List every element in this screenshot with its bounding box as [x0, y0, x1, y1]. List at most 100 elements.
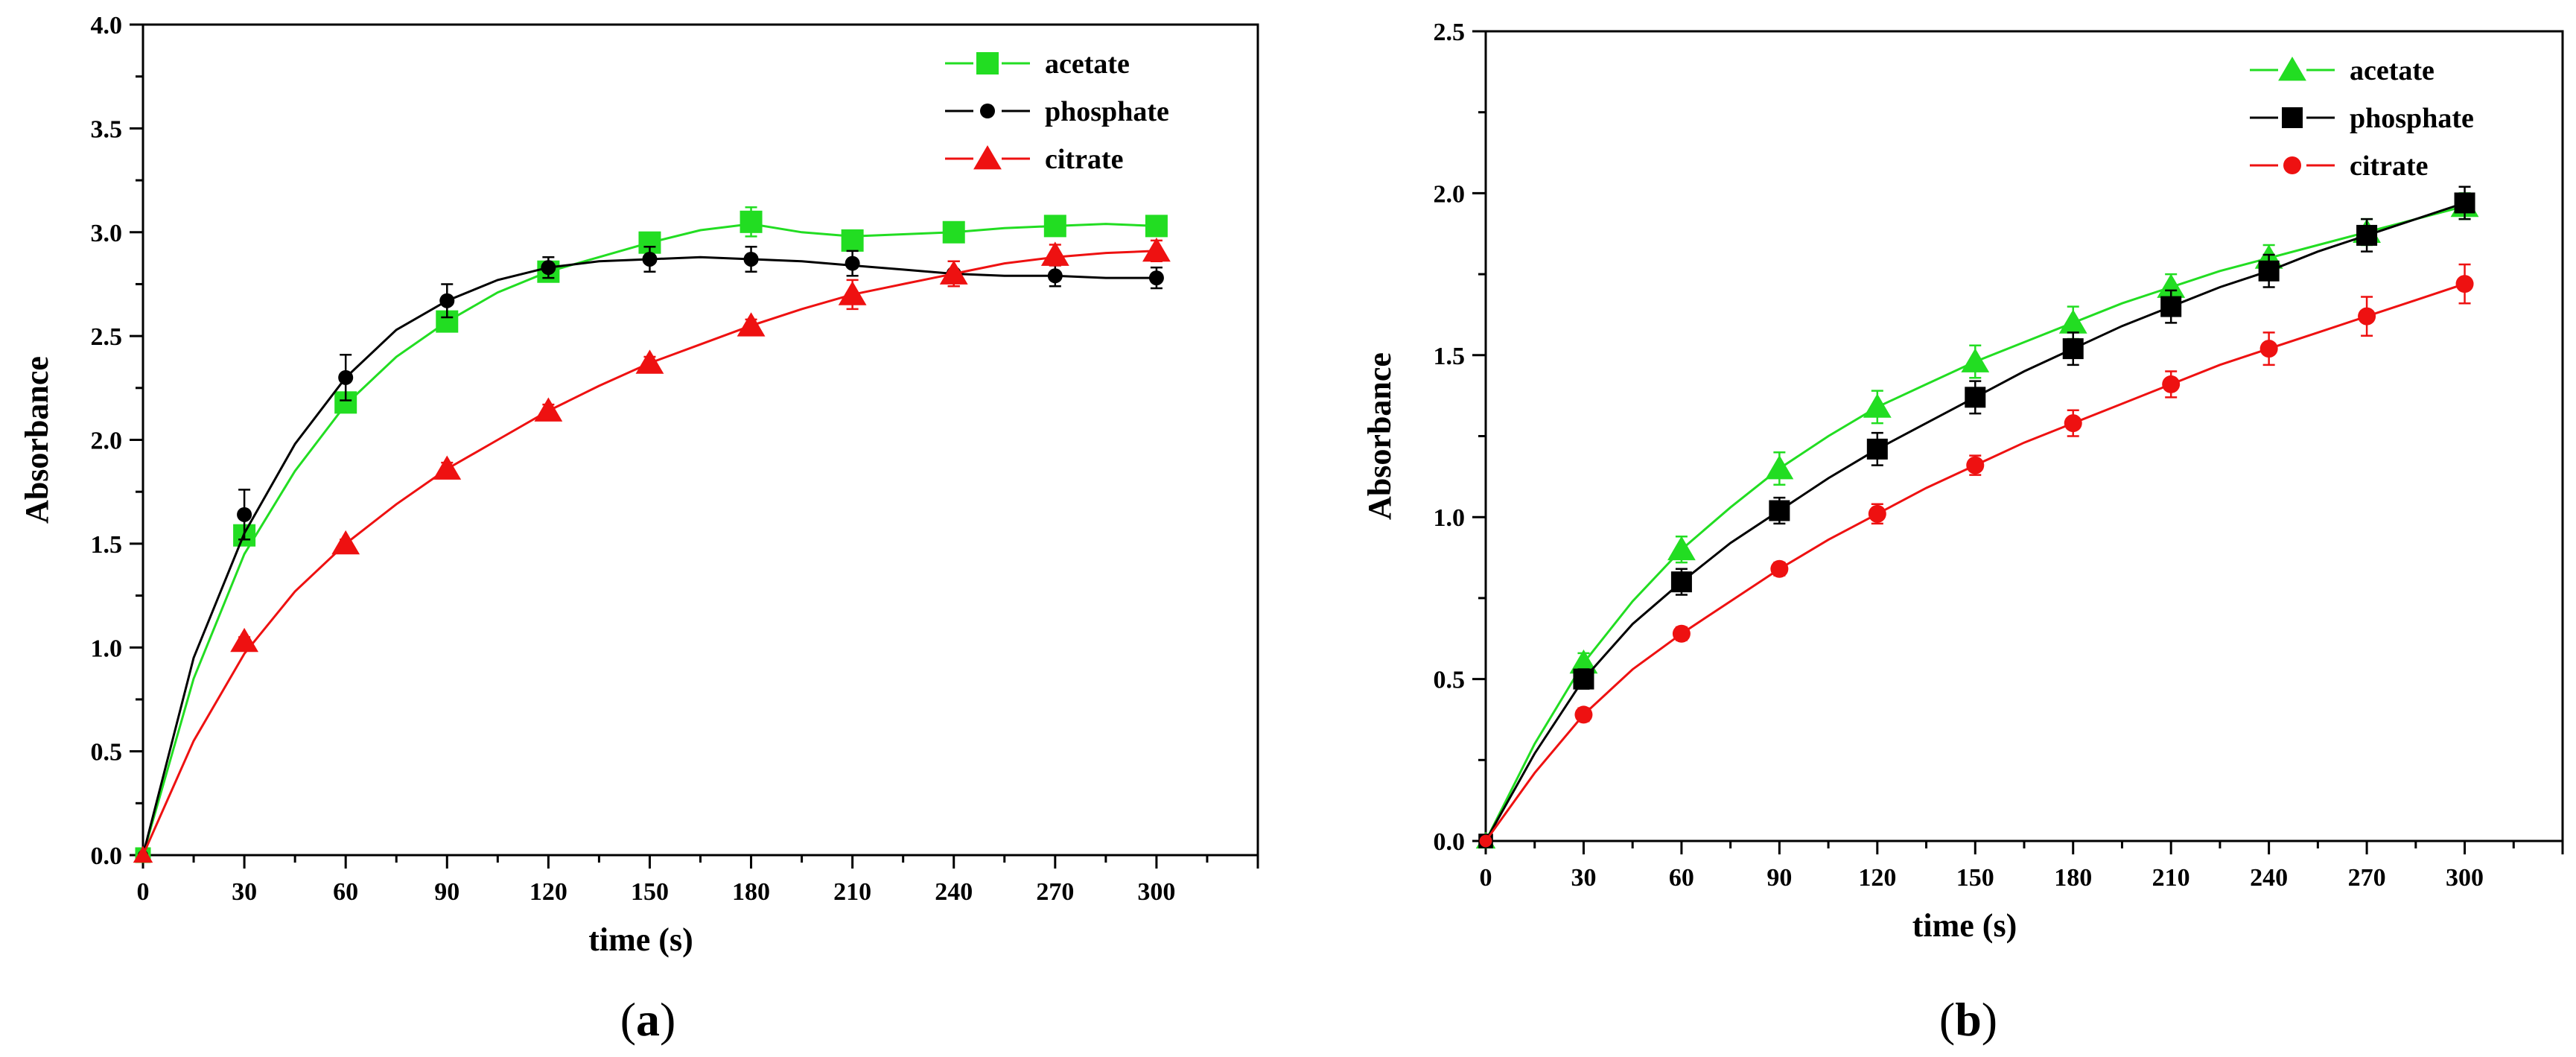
- series-acetate: [1475, 192, 2479, 849]
- legend-label-acetate: acetate: [2350, 55, 2435, 86]
- data-point-acetate: [1961, 348, 1990, 372]
- data-point-citrate: [331, 530, 360, 555]
- y-tick-label: 2.0: [91, 428, 123, 455]
- data-point-citrate: [2358, 307, 2376, 326]
- x-tick-label: 240: [2250, 864, 2288, 892]
- fit-curve-phosphate: [1484, 201, 2465, 842]
- x-tick-label: 180: [2054, 864, 2092, 892]
- legend-label-phosphate: phosphate: [1045, 96, 1169, 127]
- y-tick-label: 2.5: [91, 323, 123, 351]
- y-tick-label: 1.0: [1434, 504, 1466, 532]
- data-point-citrate: [635, 349, 664, 374]
- x-tick-label: 30: [232, 878, 257, 906]
- data-point-acetate: [1145, 215, 1168, 238]
- data-point-acetate: [1043, 215, 1066, 238]
- legend: acetate phosphate citrate: [945, 48, 1169, 175]
- data-point-acetate: [740, 210, 763, 233]
- legend-label-phosphate: phosphate: [2350, 103, 2474, 134]
- y-tick-label: 4.0: [91, 12, 123, 39]
- data-point-phosphate: [2454, 192, 2475, 214]
- legend-label-citrate: citrate: [2350, 150, 2428, 182]
- x-tick-label: 300: [2446, 864, 2484, 892]
- data-point-phosphate: [439, 293, 455, 308]
- data-point-phosphate: [743, 251, 759, 267]
- legend-marker-acetate: [2278, 57, 2306, 81]
- data-point-citrate: [133, 845, 153, 863]
- legend-marker-citrate: [973, 145, 1002, 170]
- y-tick-label: 1.5: [1434, 343, 1466, 370]
- y-tick-label: 3.5: [91, 115, 123, 143]
- x-tick-label: 0: [1480, 864, 1492, 892]
- data-point-phosphate: [1769, 500, 1790, 521]
- data-point-phosphate: [2062, 338, 2084, 360]
- x-tick-label: 270: [2348, 864, 2386, 892]
- legend-label-acetate: acetate: [1045, 48, 1130, 80]
- x-tick-label: 210: [833, 878, 871, 906]
- x-tick-label: 90: [434, 878, 459, 906]
- legend-marker-citrate: [2283, 156, 2301, 174]
- x-tick-label: 120: [529, 878, 567, 906]
- data-point-citrate: [2162, 375, 2181, 393]
- data-point-citrate: [1040, 241, 1069, 266]
- series-phosphate: [138, 246, 1164, 860]
- y-axis-title: Absorbance: [19, 356, 55, 524]
- fit-curve-phosphate: [141, 255, 1157, 856]
- data-point-citrate: [737, 312, 766, 337]
- data-point-citrate: [1142, 237, 1171, 262]
- data-point-citrate: [2455, 275, 2474, 293]
- data-point-citrate: [1966, 456, 1985, 474]
- x-tick-label: 90: [1766, 864, 1792, 892]
- data-point-phosphate: [1573, 668, 1594, 690]
- data-point-acetate: [1863, 393, 1892, 418]
- y-tick-label: 3.0: [91, 220, 123, 247]
- panel-label: (a): [620, 993, 676, 1046]
- y-tick-label: 0.0: [91, 842, 123, 870]
- data-point-acetate: [1667, 536, 1696, 561]
- series-citrate: [1479, 263, 2474, 848]
- data-point-phosphate: [2258, 260, 2280, 282]
- data-point-citrate: [2064, 414, 2082, 433]
- x-tick-label: 30: [1571, 864, 1596, 892]
- data-point-phosphate: [845, 255, 860, 271]
- data-point-citrate: [2259, 340, 2278, 358]
- panel-a-chart: 0 30 60 90 120 150 180 210 240 270 300 0.0 0.5 1.0 1.5…: [19, 12, 1259, 1046]
- y-tick-label: 0.5: [1434, 667, 1466, 694]
- x-axis-title: time (s): [1912, 907, 2017, 944]
- x-tick-label: 180: [732, 878, 770, 906]
- fit-curve-acetate: [1484, 205, 2465, 842]
- data-point-acetate: [2157, 273, 2186, 298]
- data-point-citrate: [1574, 705, 1593, 724]
- x-axis-title: time (s): [588, 921, 693, 958]
- data-point-acetate: [1765, 454, 1794, 480]
- x-tick-label: 300: [1137, 878, 1175, 906]
- data-point-acetate: [841, 229, 864, 252]
- data-point-phosphate: [1866, 438, 1888, 460]
- data-point-phosphate: [642, 251, 658, 267]
- data-point-phosphate: [541, 260, 556, 276]
- y-tick-label: 2.5: [1434, 19, 1466, 46]
- data-point-citrate: [534, 397, 563, 422]
- data-point-phosphate: [1148, 270, 1164, 286]
- x-tick-label: 120: [1858, 864, 1896, 892]
- legend-marker-acetate: [976, 52, 999, 74]
- data-point-citrate: [1868, 504, 1886, 523]
- data-point-phosphate: [2356, 224, 2378, 246]
- x-tick-label: 270: [1036, 878, 1074, 906]
- x-tick-label: 0: [137, 878, 150, 906]
- x-tick-label: 150: [1956, 864, 1994, 892]
- data-point-phosphate: [1965, 387, 1986, 408]
- y-tick-label: 0.5: [91, 739, 123, 766]
- data-point-phosphate: [1047, 268, 1063, 284]
- data-point-acetate: [1569, 649, 1598, 674]
- series-citrate: [133, 237, 1171, 863]
- y-tick-label: 1.0: [91, 635, 123, 662]
- fit-curve-citrate: [141, 250, 1157, 856]
- data-point-citrate: [1770, 559, 1789, 578]
- legend-marker-phosphate: [2282, 107, 2303, 128]
- data-point-citrate: [1479, 834, 1492, 848]
- panel-label: (b): [1939, 993, 1997, 1046]
- x-tick-label: 60: [333, 878, 358, 906]
- x-tick-label: 60: [1669, 864, 1694, 892]
- data-point-citrate: [230, 627, 258, 653]
